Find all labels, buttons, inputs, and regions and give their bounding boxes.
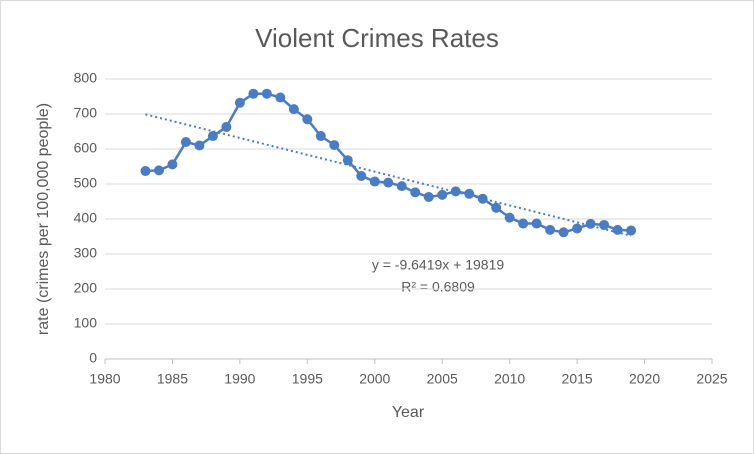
- x-tick-label: 2010: [494, 371, 525, 387]
- trend-equation: y = -9.6419x + 19819: [372, 257, 505, 273]
- data-point: [410, 187, 421, 198]
- y-tick-label: 700: [74, 105, 98, 121]
- data-point: [626, 225, 637, 236]
- data-point: [153, 165, 164, 176]
- y-tick-label: 0: [89, 350, 97, 366]
- data-point: [248, 88, 259, 99]
- y-tick-label: 800: [74, 70, 98, 86]
- trendline: [145, 113, 632, 237]
- data-point: [261, 88, 272, 99]
- data-point: [221, 121, 232, 132]
- data-point: [207, 131, 218, 142]
- data-point: [612, 224, 623, 235]
- data-point: [572, 223, 583, 234]
- y-tick-label: 500: [74, 175, 98, 191]
- data-point: [423, 191, 434, 202]
- data-point: [504, 212, 515, 223]
- chart-title: Violent Crimes Rates: [255, 23, 499, 53]
- data-point: [140, 166, 151, 177]
- data-point: [234, 97, 245, 108]
- x-tick-label: 1980: [89, 371, 120, 387]
- data-point: [275, 92, 286, 103]
- x-axis-label: Year: [392, 404, 425, 421]
- data-point: [180, 137, 191, 147]
- data-point: [329, 140, 340, 151]
- data-point: [302, 114, 313, 125]
- x-tick-label: 1985: [157, 371, 188, 387]
- data-point: [531, 218, 542, 229]
- data-point: [545, 224, 556, 235]
- y-tick-label: 600: [74, 140, 98, 156]
- x-tick-label: 2015: [562, 371, 593, 387]
- x-tick-label: 2005: [427, 371, 458, 387]
- y-axis-label: rate (crimes per 100,000 people): [35, 103, 52, 335]
- x-tick-label: 1995: [292, 371, 323, 387]
- data-point: [383, 177, 394, 188]
- y-tick-label: 100: [74, 315, 98, 331]
- data-point: [518, 218, 529, 229]
- data-point: [450, 186, 461, 197]
- x-tick-label: 1990: [224, 371, 255, 387]
- y-tick-label: 300: [74, 245, 98, 261]
- data-point: [396, 181, 407, 192]
- data-point: [288, 104, 299, 115]
- data-point: [342, 155, 353, 166]
- data-point: [315, 131, 326, 142]
- data-point: [558, 227, 569, 238]
- data-point: [356, 170, 367, 181]
- data-point: [167, 159, 178, 170]
- data-point: [369, 176, 380, 187]
- data-point: [491, 202, 502, 213]
- data-point: [437, 189, 448, 200]
- y-tick-label: 400: [74, 210, 98, 226]
- trend-r-squared: R² = 0.6809: [401, 279, 475, 295]
- x-tick-label: 2000: [359, 371, 390, 387]
- x-tick-label: 2025: [696, 371, 727, 387]
- data-point: [599, 219, 610, 230]
- y-tick-label: 200: [74, 280, 98, 296]
- data-point: [464, 188, 475, 199]
- data-point: [585, 218, 596, 229]
- data-point: [194, 140, 205, 151]
- data-point: [477, 193, 488, 204]
- x-tick-label: 2020: [629, 371, 660, 387]
